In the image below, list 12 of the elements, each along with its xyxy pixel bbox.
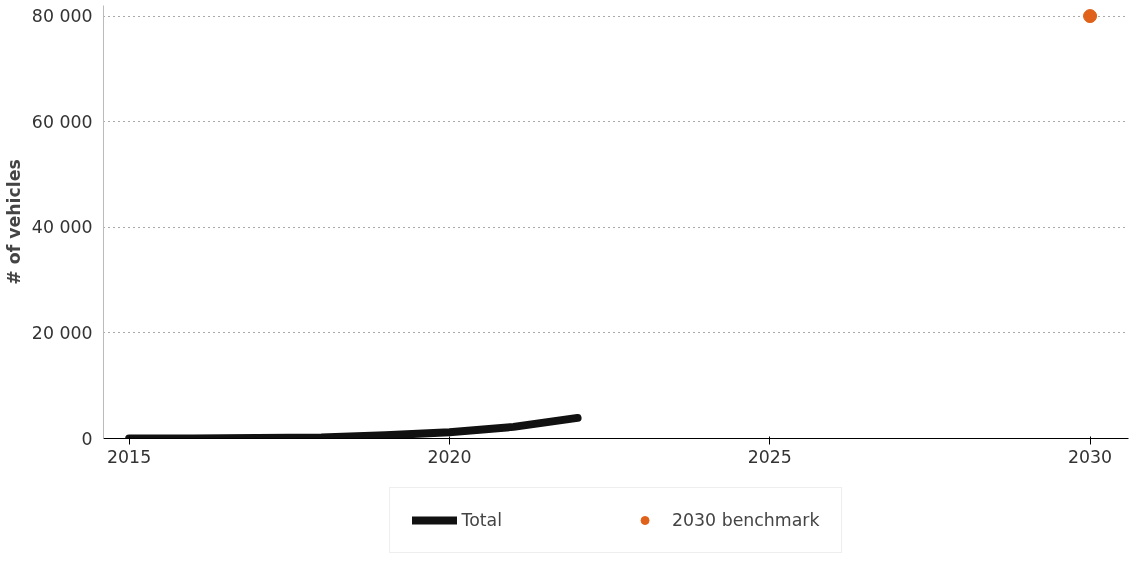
y-tick-label: 80 000 (31, 6, 93, 27)
legend-label: Total (461, 510, 503, 530)
y-axis-title: # of vehicles (3, 159, 24, 285)
legend-label: 2030 benchmark (672, 510, 820, 530)
x-tick-label: 2020 (427, 446, 472, 467)
y-tick-label: 40 000 (31, 217, 93, 238)
y-tick-label: 0 (81, 428, 93, 449)
x-tick-label: 2025 (747, 446, 792, 467)
x-tick-label: 2030 (1068, 446, 1113, 467)
x-tick-label: 2015 (107, 446, 152, 467)
y-tick-label: 60 000 (31, 111, 93, 132)
y-tick-label: 20 000 (31, 322, 93, 343)
